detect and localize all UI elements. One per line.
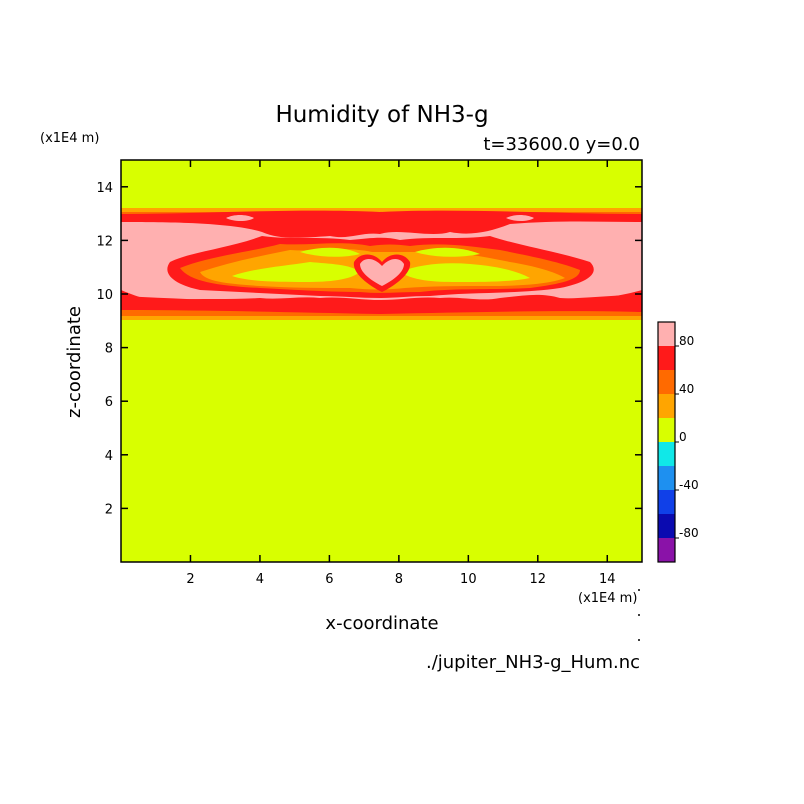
x-tick-label: 8 [395,572,403,587]
colorbar-swatch [658,418,675,442]
colorbar-swatch [658,538,675,562]
colorbar-swatch [658,442,675,466]
y-tick-label: 6 [105,395,113,410]
colorbar-label: -40 [679,478,699,492]
contour-inner-0-20-top-right [415,247,480,257]
colorbar: 80 40 0 -40 -80 [657,321,699,563]
x-tick-label: 4 [256,572,264,587]
x-tick-label: 14 [599,572,616,587]
contour-inner-0-20-left [232,262,360,282]
y-unit-label: (x1E4 m) [40,131,99,146]
marker-dot [638,614,640,616]
colorbar-swatch [658,490,675,514]
x-unit-label: (x1E4 m) [578,591,637,606]
x-tick-label: 6 [325,572,333,587]
y-tick-label: 2 [105,502,113,517]
colorbar-swatch [658,322,675,346]
contour-center-pink [360,258,404,286]
contour-top-bump-right [506,215,534,221]
y-axis-ticks: 2 4 6 8 10 12 14 [96,181,642,517]
source-file: ./jupiter_NH3-g_Hum.nc [426,652,640,673]
y-tick-label: 4 [105,449,113,464]
x-tick-label: 10 [460,572,477,587]
y-tick-label: 14 [96,181,113,196]
x-tick-label: 2 [186,572,194,587]
marker-dot [638,639,640,641]
x-axis-ticks: 2 4 6 8 10 12 14 [186,160,616,587]
colorbar-swatch [658,370,675,394]
plot-area: 2 4 6 8 10 12 14 2 4 6 8 10 12 14 [96,159,643,587]
colorbar-swatch [658,394,675,418]
x-axis-label: x-coordinate [325,613,438,634]
colorbar-swatch [658,346,675,370]
colorbar-label: 0 [679,430,687,444]
contour-bottom-edge [121,294,642,312]
colorbar-label: 80 [679,334,694,348]
chart-subtitle: t=33600.0 y=0.0 [483,134,640,155]
colorbar-label: 40 [679,382,694,396]
contour-inner-0-20-top [300,247,360,257]
contour-inner-0-20-right [400,263,530,282]
y-axis-label: z-coordinate [64,306,85,418]
plot-frame [120,159,643,563]
x-tick-label: 12 [530,572,547,587]
chart-title: Humidity of NH3-g [275,102,488,128]
colorbar-swatch [658,466,675,490]
colorbar-swatch [658,514,675,538]
marker-dot [638,589,640,591]
y-tick-label: 10 [96,288,113,303]
colorbar-label: -80 [679,526,699,540]
y-tick-label: 8 [105,342,113,357]
y-tick-label: 12 [96,234,113,249]
contour-top-bump-left [226,215,254,221]
